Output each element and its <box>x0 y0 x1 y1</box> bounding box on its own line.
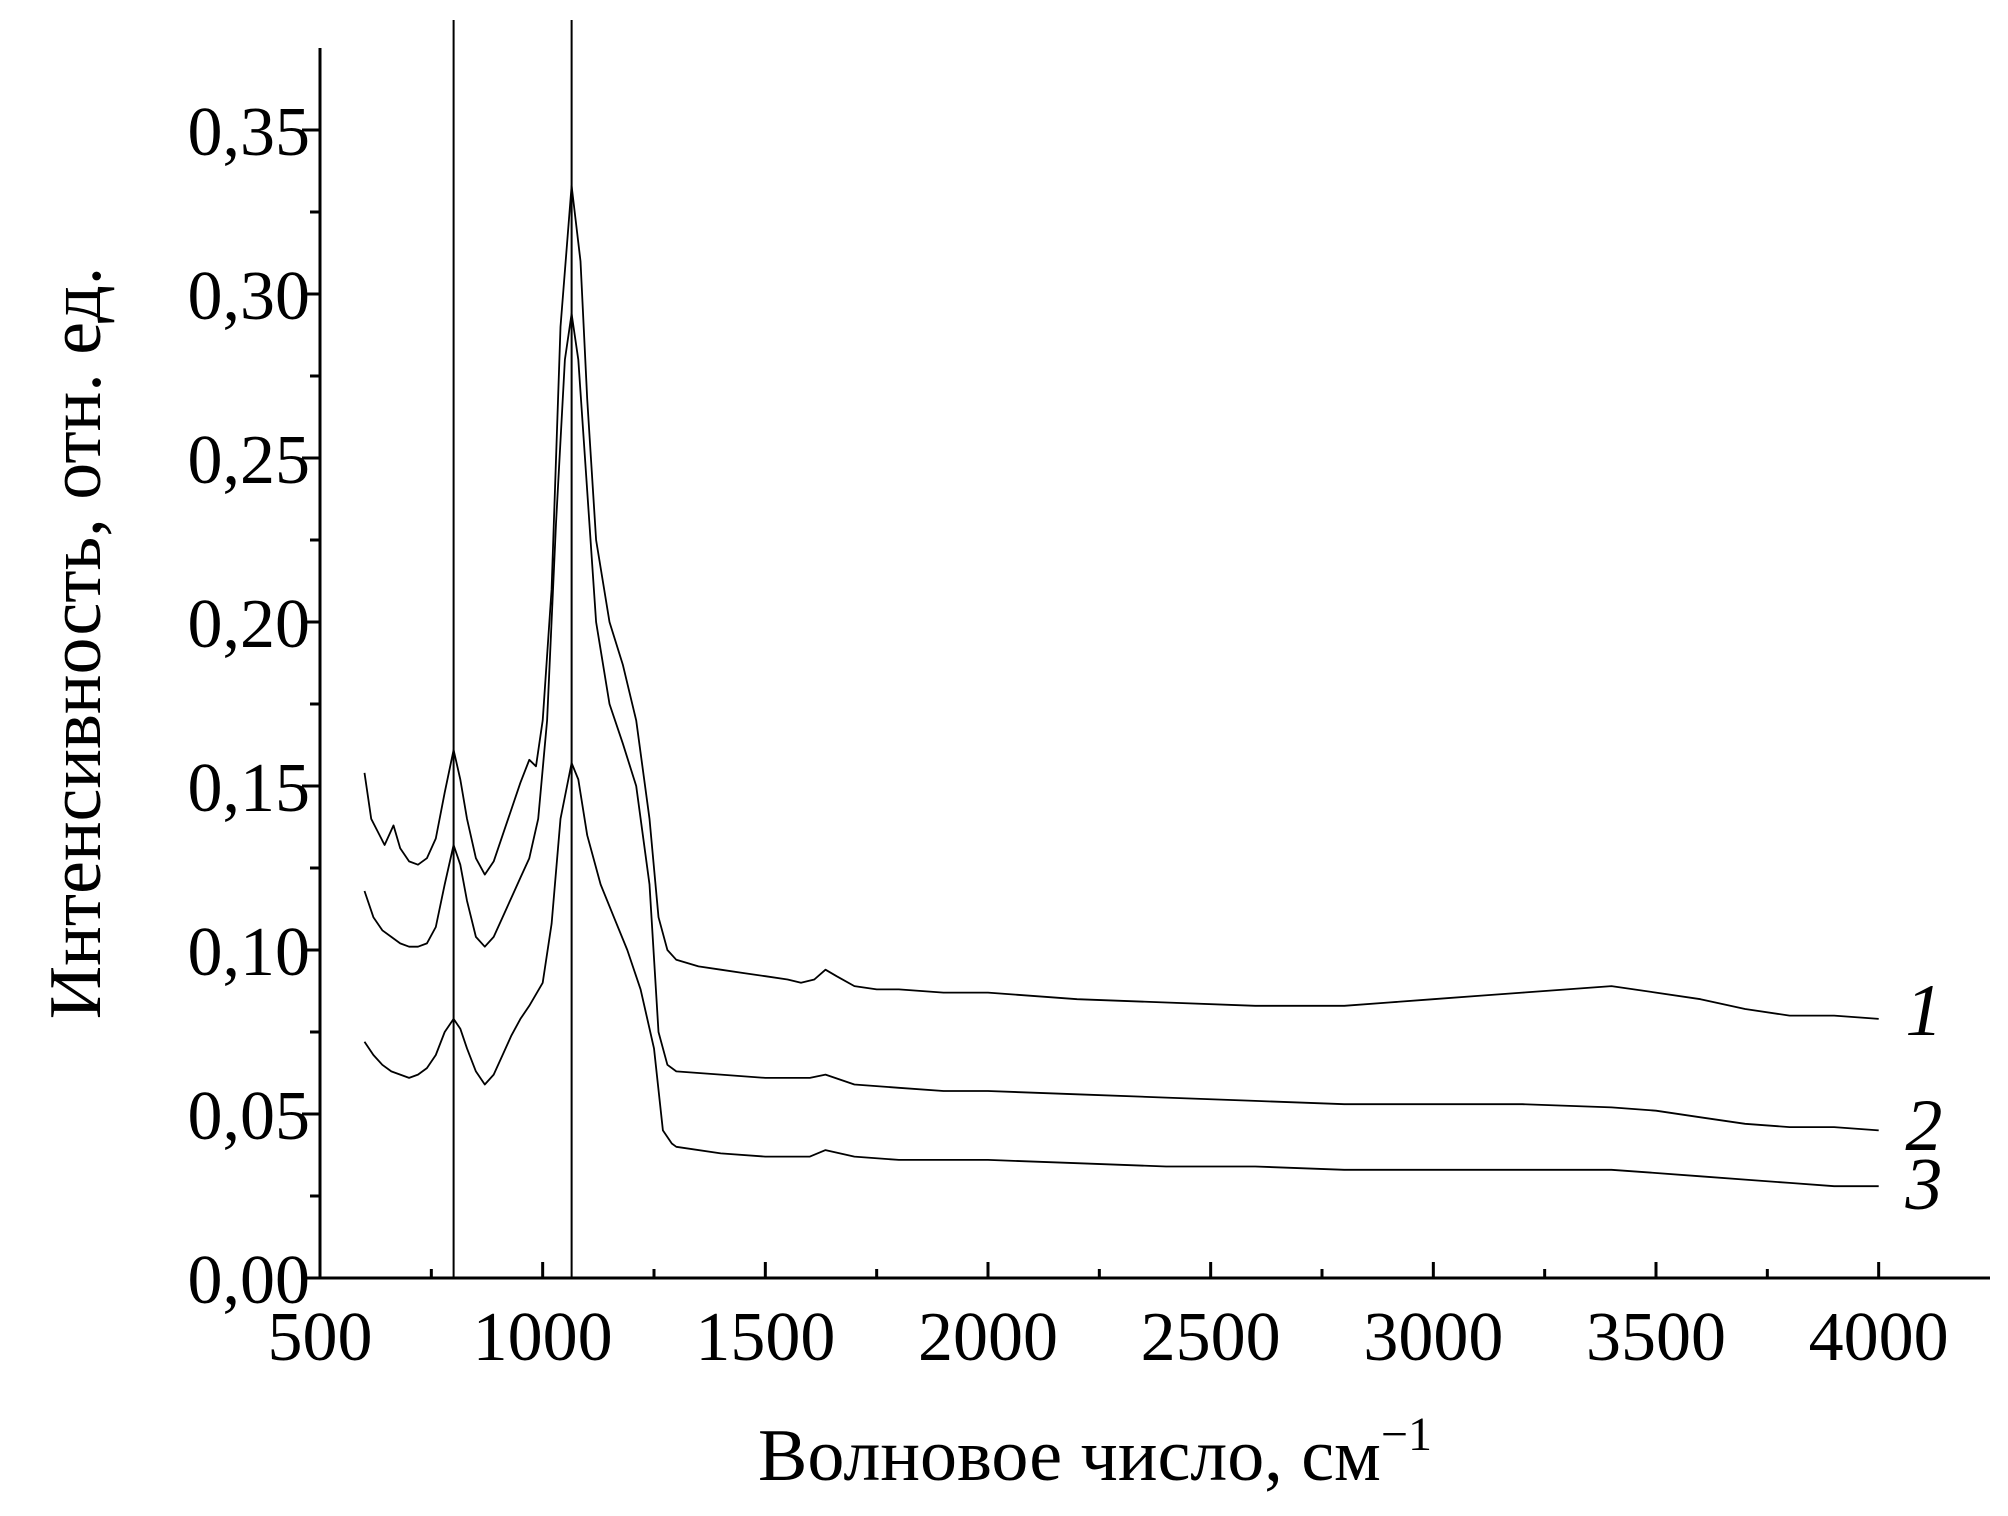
y-tick-label: 0,10 <box>188 914 311 991</box>
y-axis-title: Интенсивность, отн. ед. <box>35 267 117 1020</box>
y-axis-ticks: 0,00 0,05 0,10 0,15 0,20 0,25 0,30 0,35 <box>188 94 320 1319</box>
plot-area: 1 23 <box>363 20 1942 1278</box>
x-axis-ticks: 500 1000 1500 2000 2500 3000 3500 4000 <box>268 1262 1949 1376</box>
x-tick-label: 3000 <box>1363 1299 1503 1376</box>
x-tick-label: 2500 <box>1141 1299 1281 1376</box>
y-tick-label: 0,05 <box>188 1078 311 1155</box>
y-tick-label: 0,25 <box>188 422 311 499</box>
series-curve-3 <box>363 762 1879 1188</box>
x-tick-label: 4000 <box>1809 1299 1949 1376</box>
series-label-2: 2 <box>1905 1085 1942 1167</box>
series-curve-1 <box>363 184 1879 1020</box>
series-label-1: 1 <box>1905 970 1942 1052</box>
y-tick-label: 0,30 <box>188 258 311 335</box>
y-tick-label: 0,00 <box>188 1242 311 1319</box>
y-tick-label: 0,20 <box>188 586 311 663</box>
x-tick-label: 1500 <box>695 1299 835 1376</box>
x-axis-title: Волновое число, см−1 <box>758 1408 1432 1497</box>
spectrum-curves <box>363 184 1879 1188</box>
series-curve-2 <box>363 312 1879 1132</box>
x-tick-label: 2000 <box>918 1299 1058 1376</box>
series-labels: 1 23 <box>1904 970 1942 1226</box>
reference-lines <box>452 20 573 1278</box>
x-tick-label: 1000 <box>473 1299 613 1376</box>
y-tick-label: 0,35 <box>188 94 311 171</box>
series-label-3: 3 <box>1904 1144 1942 1226</box>
x-tick-label: 500 <box>268 1299 373 1376</box>
y-tick-label: 0,15 <box>188 750 311 827</box>
x-tick-label: 3500 <box>1586 1299 1726 1376</box>
